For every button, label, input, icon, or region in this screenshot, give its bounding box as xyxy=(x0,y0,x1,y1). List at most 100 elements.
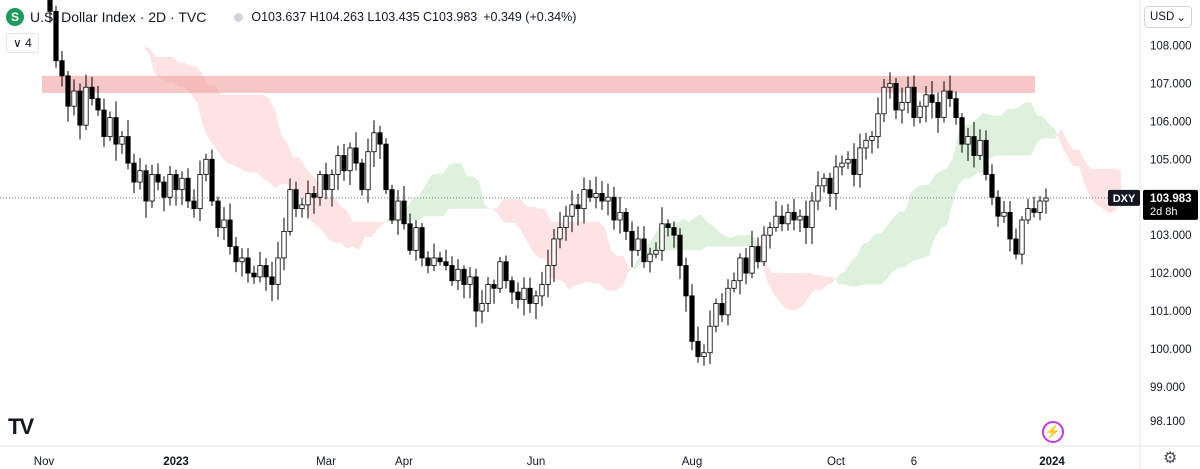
candle-body xyxy=(311,193,317,198)
y-tick-label: 98.100 xyxy=(1150,416,1185,428)
cloud-segment xyxy=(407,198,413,222)
y-tick-label: 101.000 xyxy=(1150,306,1192,318)
candle xyxy=(125,120,131,170)
candle xyxy=(1025,198,1031,224)
candle xyxy=(437,251,443,266)
candle-body xyxy=(53,10,59,62)
currency-select[interactable]: USD ⌄ xyxy=(1144,6,1192,28)
candle-body xyxy=(209,158,215,202)
cloud-segment xyxy=(197,66,203,127)
candle-body xyxy=(533,295,539,304)
candle xyxy=(719,293,725,322)
candle-body xyxy=(461,268,467,285)
tradingview-logo-icon[interactable]: TV xyxy=(8,414,34,439)
candle xyxy=(419,222,425,267)
candle xyxy=(947,75,953,107)
candle xyxy=(611,186,617,230)
cloud-segment xyxy=(161,56,167,82)
candle-body xyxy=(593,193,599,198)
cloud-segment xyxy=(575,221,581,286)
indicator-toggle-label: ∨ 4 xyxy=(13,36,32,50)
candle xyxy=(269,261,275,302)
candle-body xyxy=(503,261,509,282)
cloud-segment xyxy=(899,211,905,268)
gear-icon[interactable]: ⚙ xyxy=(1163,450,1178,467)
cloud-segment xyxy=(701,214,707,251)
candle xyxy=(137,157,143,190)
cloud-segment xyxy=(533,206,539,258)
cloud-segment xyxy=(821,275,827,292)
candle xyxy=(995,190,1001,227)
candle xyxy=(515,282,521,309)
candle-body xyxy=(77,90,83,126)
cloud-segment xyxy=(785,273,791,311)
candle-body xyxy=(155,174,161,183)
candle xyxy=(599,180,605,211)
candle-body xyxy=(401,200,407,225)
candle-body xyxy=(161,181,167,198)
cloud-segment xyxy=(521,199,527,241)
candle xyxy=(587,180,593,203)
candle xyxy=(59,51,65,87)
candle-body xyxy=(569,204,575,217)
candle-body xyxy=(371,132,377,153)
candle-body xyxy=(701,352,707,357)
indicator-toggle[interactable]: ∨ 4 xyxy=(6,33,39,53)
candle-body xyxy=(983,139,989,175)
candle xyxy=(629,221,635,268)
candle xyxy=(1019,216,1025,265)
candle xyxy=(209,149,215,207)
cloud-segment xyxy=(737,235,743,247)
candle-body xyxy=(575,204,581,210)
candle xyxy=(173,169,179,206)
candle-body xyxy=(815,185,821,202)
lightning-icon[interactable]: ⚡ xyxy=(1042,421,1064,443)
candle xyxy=(761,226,767,266)
cloud-segment xyxy=(1001,109,1007,156)
y-tick-label: 100.000 xyxy=(1150,344,1192,356)
candle xyxy=(425,251,431,274)
y-tick-label: 107.000 xyxy=(1150,78,1192,90)
candle-body xyxy=(581,189,587,210)
candle xyxy=(935,92,941,133)
cloud-segment xyxy=(413,196,419,220)
candle xyxy=(725,279,731,326)
candle xyxy=(779,205,785,232)
cloud-segment xyxy=(377,221,383,231)
candle xyxy=(635,226,641,257)
candle xyxy=(899,87,905,124)
candle xyxy=(311,186,317,214)
cloud-segment xyxy=(419,185,425,220)
candle xyxy=(713,298,719,333)
candle-body xyxy=(203,158,209,175)
candle xyxy=(617,196,623,234)
cloud-segment xyxy=(995,115,1001,156)
cloud-segment xyxy=(863,241,869,285)
candle xyxy=(881,79,887,123)
candle-body xyxy=(719,303,725,316)
cloud-segment xyxy=(539,208,545,259)
candle xyxy=(455,259,461,290)
cloud-segment xyxy=(275,110,281,189)
cloud-segment xyxy=(1019,102,1025,156)
cloud-segment xyxy=(839,271,845,285)
candle-body xyxy=(491,284,497,289)
symbol-title[interactable]: U.S. Dollar Index · 2D · TVC xyxy=(30,9,207,25)
candle-body xyxy=(329,174,335,191)
cloud-segment xyxy=(359,221,365,251)
resistance-zone xyxy=(42,75,1035,93)
price-change: +0.349 (+0.34%) xyxy=(483,10,577,24)
cloud-segment xyxy=(1067,140,1073,166)
candle-body xyxy=(767,227,773,236)
candle xyxy=(347,142,353,186)
candle-body xyxy=(989,174,995,198)
candle-body xyxy=(59,60,65,77)
candle-body xyxy=(971,136,977,156)
candle xyxy=(245,248,251,283)
candle-body xyxy=(623,212,629,232)
candle-body xyxy=(269,276,275,285)
candle xyxy=(569,190,575,233)
dollar-icon[interactable]: S xyxy=(6,8,24,26)
cloud-segment xyxy=(953,130,959,202)
